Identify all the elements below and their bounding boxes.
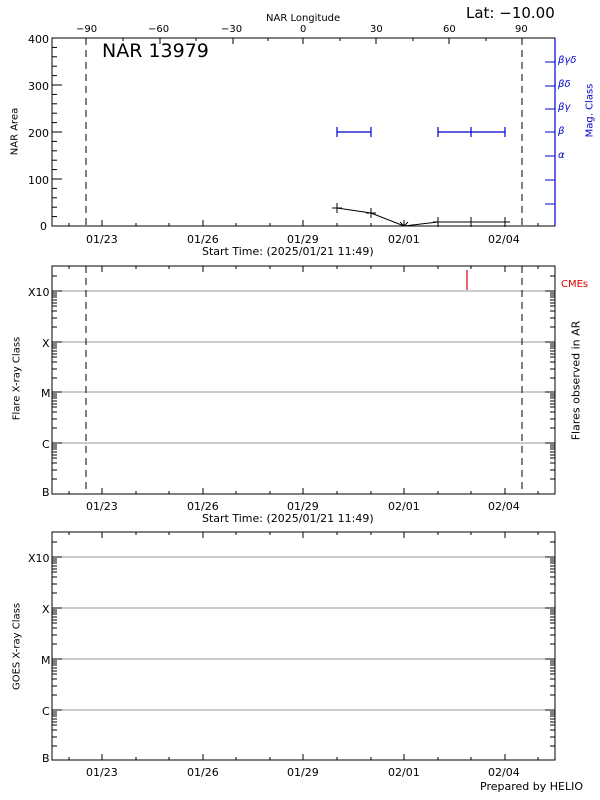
p3-date-0123: 01/23: [86, 766, 118, 779]
p1-date-0201: 02/01: [388, 233, 420, 246]
p1-date-0126: 01/26: [187, 233, 219, 246]
p1-ytick-0: 0: [40, 220, 47, 233]
panel-goes-class: [51, 531, 556, 761]
mag-b: β: [558, 126, 565, 137]
p1-ytick-300: 300: [28, 80, 49, 93]
mag-bd: βδ: [558, 79, 571, 90]
panel-nar-area: [51, 37, 556, 227]
lon-axis-title: NAR Longitude: [266, 13, 341, 24]
lon-tick-m90: −90: [76, 24, 98, 35]
p1-ylabel: NAR Area: [9, 107, 21, 156]
mag-bg: βγ: [558, 102, 571, 113]
p2-y2label: Flares observed in AR: [569, 320, 583, 441]
panel-flare-class: [51, 265, 556, 495]
lon-tick-90: 90: [515, 24, 528, 35]
p3-ytick-m: M: [41, 654, 51, 667]
p3-date-0201: 02/01: [388, 766, 420, 779]
p3-date-0126: 01/26: [187, 766, 219, 779]
p3-date-0129: 01/29: [287, 766, 319, 779]
lon-tick-m60: −60: [148, 24, 170, 35]
p3-date-0204: 02/04: [488, 766, 520, 779]
p1-date-0123: 01/23: [86, 233, 118, 246]
mag-a: α: [558, 150, 565, 161]
mag-class-series: [336, 127, 506, 137]
p2-date-0126: 01/26: [187, 500, 219, 513]
nar-area-series: [332, 203, 510, 227]
p1-xlabel: Start Time: (2025/01/21 11:49): [202, 245, 374, 258]
p3-ytick-c: C: [42, 705, 50, 718]
p2-date-0129: 01/29: [287, 500, 319, 513]
lon-tick-30: 30: [370, 24, 383, 35]
p1-ytick-100: 100: [28, 174, 49, 187]
p1-date-0204: 02/04: [488, 233, 520, 246]
lon-tick-60: 60: [443, 24, 456, 35]
p2-ytick-b: B: [42, 486, 50, 499]
p2-date-0201: 02/01: [388, 500, 420, 513]
p2-ylabel: Flare X-ray Class: [11, 336, 23, 421]
p3-ytick-x: X: [42, 603, 50, 616]
p2-ytick-c: C: [42, 438, 50, 451]
p1-ytick-200: 200: [28, 127, 49, 140]
p2-ytick-m: M: [41, 387, 51, 400]
mag-bgd: βγδ: [558, 55, 577, 66]
p3-ytick-b: B: [42, 752, 50, 765]
p3-ytick-x10: X10: [28, 552, 50, 565]
lat-label: Lat: −10.00: [466, 4, 555, 22]
p1-ytick-400: 400: [28, 33, 49, 46]
p2-xlabel: Start Time: (2025/01/21 11:49): [202, 512, 374, 525]
lon-tick-0: 0: [300, 24, 307, 35]
panel1-title: NAR 13979: [102, 40, 209, 62]
p1-date-0129: 01/29: [287, 233, 319, 246]
p3-ylabel: GOES X-ray Class: [11, 602, 23, 691]
p2-ytick-x10: X10: [28, 286, 50, 299]
cme-label: CMEs: [561, 279, 589, 290]
footer-credit: Prepared by HELIO: [480, 780, 583, 793]
p2-date-0204: 02/04: [488, 500, 520, 513]
p2-date-0123: 01/23: [86, 500, 118, 513]
p2-ytick-x: X: [42, 337, 50, 350]
p1-y2label: Mag. Class: [584, 83, 596, 138]
lon-tick-m30: −30: [221, 24, 243, 35]
